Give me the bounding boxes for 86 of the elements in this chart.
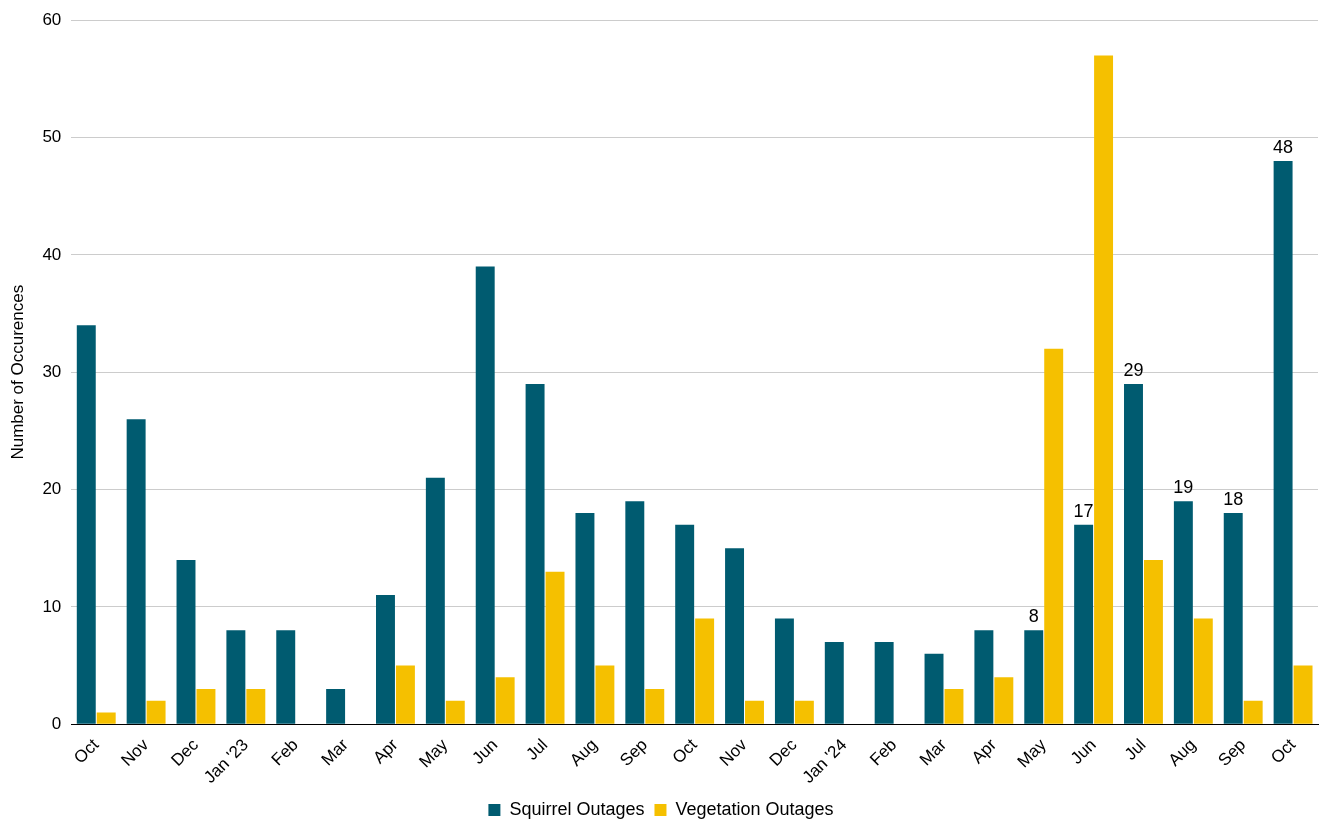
bar [1273, 161, 1293, 724]
bar [1293, 665, 1313, 724]
bar [1024, 630, 1044, 724]
bar [794, 700, 814, 724]
x-tick-label: Feb [267, 735, 302, 770]
bar [495, 677, 515, 724]
bar [745, 700, 764, 724]
bar [445, 700, 465, 724]
bar [1193, 618, 1213, 724]
x-tick-label: Jan '24 [798, 735, 851, 787]
bar [1094, 55, 1114, 724]
bar [276, 630, 296, 724]
x-tick-label: Oct [70, 734, 103, 768]
x-tick-label: May [415, 734, 452, 772]
bar [695, 618, 715, 724]
x-tick-label: Dec [765, 734, 801, 770]
bar [226, 630, 246, 724]
x-tick-label: Jun [468, 735, 502, 768]
x-tick-label: Oct [1267, 734, 1300, 768]
bar [395, 665, 415, 724]
x-tick-label: Feb [866, 735, 901, 770]
y-tick-label: 30 [42, 361, 62, 381]
bar [824, 642, 844, 724]
bar [645, 688, 665, 724]
bar [675, 524, 695, 724]
bar [924, 653, 944, 724]
x-tick-label: Dec [167, 734, 203, 770]
data-label: 29 [1123, 359, 1144, 380]
y-tick-label: 40 [42, 244, 62, 264]
bar [874, 642, 894, 724]
bar [725, 548, 745, 724]
bar [974, 630, 994, 724]
bar [1223, 512, 1243, 724]
x-tick-label: Aug [1164, 735, 1200, 770]
bar [1124, 383, 1143, 724]
bar [326, 688, 346, 724]
x-tick-label: Sep [616, 735, 651, 770]
data-label: 18 [1223, 488, 1244, 509]
x-tick-label: Nov [715, 734, 752, 770]
x-tick-label: Apr [369, 734, 402, 768]
bar [96, 712, 116, 724]
bar [1173, 501, 1193, 724]
bar [1044, 348, 1064, 724]
bar [625, 501, 645, 724]
bar [126, 419, 146, 724]
bar [575, 512, 595, 724]
bar [994, 677, 1014, 724]
data-label: 8 [1028, 606, 1039, 627]
x-tick-label: Mar [916, 734, 951, 770]
bar [146, 700, 166, 724]
x-tick-label: Jul [522, 735, 552, 764]
legend-label: Vegetation Outages [675, 798, 834, 819]
bar [475, 266, 495, 724]
bar [1074, 524, 1094, 724]
bar [1143, 559, 1163, 724]
x-tick-label: Jan '23 [200, 735, 252, 787]
y-axis-title: Number of Occurences [7, 284, 27, 460]
y-tick-label: 10 [42, 596, 62, 616]
y-tick-label: 20 [42, 479, 62, 499]
x-tick-label: Apr [967, 734, 1001, 768]
bar [944, 688, 964, 724]
bar [1243, 700, 1263, 724]
bar [196, 688, 216, 724]
data-label: 17 [1073, 500, 1094, 521]
bar [595, 665, 615, 724]
x-tick-label: Mar [317, 734, 352, 770]
x-tick-label: Jun [1066, 735, 1100, 768]
legend-label: Squirrel Outages [509, 798, 645, 819]
data-label: 48 [1273, 136, 1294, 157]
y-tick-label: 0 [51, 713, 62, 733]
bar [545, 571, 565, 724]
data-label: 19 [1173, 477, 1194, 498]
bar [176, 559, 196, 724]
x-tick-label: Aug [566, 735, 602, 770]
bar [425, 477, 445, 724]
bar [525, 383, 545, 724]
bar [76, 325, 96, 724]
y-tick-label: 50 [42, 127, 62, 147]
x-tick-label: Jul [1120, 735, 1150, 764]
x-tick-label: Sep [1214, 735, 1250, 770]
bar [246, 688, 266, 724]
x-tick-label: Oct [668, 734, 701, 768]
y-tick-label: 60 [42, 9, 62, 29]
bar [376, 595, 395, 724]
x-tick-label: Nov [117, 734, 153, 770]
bar [774, 618, 794, 724]
